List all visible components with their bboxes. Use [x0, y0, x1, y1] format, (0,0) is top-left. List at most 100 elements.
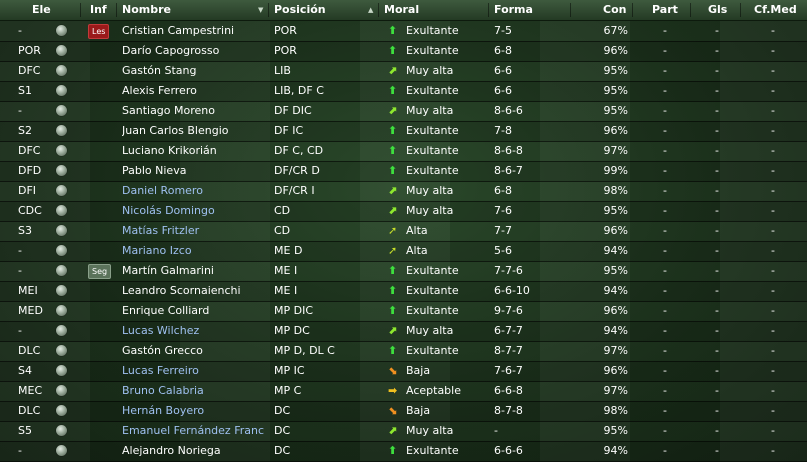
selection-toggle-icon[interactable]: [56, 385, 67, 396]
table-row[interactable]: S3 Matías Fritzler CD ➚ Alta 7-7 96% - - -: [0, 221, 807, 242]
suspension-risk-badge[interactable]: Seg: [88, 264, 112, 279]
role-cell[interactable]: -: [18, 444, 22, 457]
player-name[interactable]: Matías Fritzler: [122, 224, 200, 237]
header-ele[interactable]: Ele: [32, 3, 51, 16]
selection-toggle-icon[interactable]: [56, 265, 67, 276]
selection-toggle-icon[interactable]: [56, 205, 67, 216]
table-row[interactable]: - Santiago Moreno DF DIC ⬈ Muy alta 8-6-6 95% -…: [0, 101, 807, 122]
player-name[interactable]: Darío Capogrosso: [122, 44, 220, 57]
role-cell[interactable]: S2: [18, 124, 32, 137]
header-forma[interactable]: Forma: [494, 3, 533, 16]
selection-toggle-icon[interactable]: [56, 245, 67, 256]
role-cell[interactable]: DFD: [18, 164, 42, 177]
selection-toggle-icon[interactable]: [56, 45, 67, 56]
player-name[interactable]: Bruno Calabria: [122, 384, 204, 397]
header-part[interactable]: Part: [652, 3, 678, 16]
header-inf[interactable]: Inf: [90, 3, 107, 16]
selection-toggle-icon[interactable]: [56, 185, 67, 196]
role-cell[interactable]: MEI: [18, 284, 38, 297]
role-cell[interactable]: S5: [18, 424, 32, 437]
player-name[interactable]: Daniel Romero: [122, 184, 203, 197]
table-row[interactable]: S2 Juan Carlos Blengio DF IC ⬆ Exultante 7-8 9…: [0, 121, 807, 142]
player-name[interactable]: Hernán Boyero: [122, 404, 205, 417]
selection-toggle-icon[interactable]: [56, 165, 67, 176]
table-row[interactable]: MEC Bruno Calabria MP C ➡ Aceptable 6-6-8 97% -…: [0, 381, 807, 402]
header-nombre[interactable]: Nombre: [122, 3, 171, 16]
role-cell[interactable]: CDC: [18, 204, 42, 217]
table-row[interactable]: S4 Lucas Ferreiro MP IC ⬊ Baja 7-6-7 96% - - -: [0, 361, 807, 382]
table-row[interactable]: DFC Gastón Stang LIB ⬈ Muy alta 6-6 95% - - -: [0, 61, 807, 82]
player-name[interactable]: Alejandro Noriega: [122, 444, 221, 457]
table-row[interactable]: DLC Gastón Grecco MP D, DL C ⬆ Exultante 8-7-…: [0, 341, 807, 362]
selection-toggle-icon[interactable]: [56, 65, 67, 76]
role-cell[interactable]: DLC: [18, 404, 41, 417]
injury-badge[interactable]: Les: [88, 24, 110, 39]
player-name[interactable]: Gastón Grecco: [122, 344, 203, 357]
player-name[interactable]: Leandro Scornaienchi: [122, 284, 241, 297]
table-row[interactable]: DFD Pablo Nieva DF/CR D ⬆ Exultante 8-6-7 99% -…: [0, 161, 807, 182]
selection-toggle-icon[interactable]: [56, 305, 67, 316]
selection-toggle-icon[interactable]: [56, 145, 67, 156]
role-cell[interactable]: -: [18, 104, 22, 117]
table-row[interactable]: POR Darío Capogrosso POR ⬆ Exultante 6-8 96% - -…: [0, 41, 807, 62]
player-name[interactable]: Juan Carlos Blengio: [122, 124, 229, 137]
table-row[interactable]: DFC Luciano Krikorián DF C, CD ⬆ Exultante 8-…: [0, 141, 807, 162]
player-name[interactable]: Martín Galmarini: [122, 264, 214, 277]
player-name[interactable]: Emanuel Fernández Franco: [122, 424, 264, 437]
header-con[interactable]: Con: [603, 3, 627, 16]
header-moral[interactable]: Moral: [384, 3, 420, 16]
sort-ascending-icon[interactable]: ▲: [368, 6, 374, 14]
table-row[interactable]: MED Enrique Colliard MP DIC ⬆ Exultante 9-7-6…: [0, 301, 807, 322]
role-cell[interactable]: S4: [18, 364, 32, 377]
sort-descending-icon[interactable]: ▼: [258, 6, 264, 14]
player-name[interactable]: Pablo Nieva: [122, 164, 187, 177]
role-cell[interactable]: S1: [18, 84, 32, 97]
header-posicion[interactable]: Posición: [274, 3, 326, 16]
table-row[interactable]: S1 Alexis Ferrero LIB, DF C ⬆ Exultante 6-6 95…: [0, 81, 807, 102]
selection-toggle-icon[interactable]: [56, 325, 67, 336]
player-name[interactable]: Lucas Ferreiro: [122, 364, 199, 377]
role-cell[interactable]: -: [18, 264, 22, 277]
player-name[interactable]: Santiago Moreno: [122, 104, 215, 117]
role-cell[interactable]: DFC: [18, 144, 41, 157]
selection-toggle-icon[interactable]: [56, 225, 67, 236]
player-name[interactable]: Luciano Krikorián: [122, 144, 217, 157]
selection-toggle-icon[interactable]: [56, 285, 67, 296]
role-cell[interactable]: POR: [18, 44, 41, 57]
table-row[interactable]: CDC Nicolás Domingo CD ⬈ Muy alta 7-6 95% - - -: [0, 201, 807, 222]
table-row[interactable]: - Mariano Izco ME D ➚ Alta 5-6 94% - - -: [0, 241, 807, 262]
player-name[interactable]: Alexis Ferrero: [122, 84, 197, 97]
selection-toggle-icon[interactable]: [56, 365, 67, 376]
player-name[interactable]: Lucas Wilchez: [122, 324, 200, 337]
player-name[interactable]: Mariano Izco: [122, 244, 192, 257]
table-row[interactable]: MEI Leandro Scornaienchi ME I ⬆ Exultante 6-6…: [0, 281, 807, 302]
player-name[interactable]: Nicolás Domingo: [122, 204, 215, 217]
role-cell[interactable]: S3: [18, 224, 32, 237]
table-row[interactable]: S5 Emanuel Fernández Franco DC ⬈ Muy alta - 95…: [0, 421, 807, 442]
selection-toggle-icon[interactable]: [56, 125, 67, 136]
header-gls[interactable]: Gls: [708, 3, 728, 16]
selection-toggle-icon[interactable]: [56, 345, 67, 356]
table-row[interactable]: DFI Daniel Romero DF/CR I ⬈ Muy alta 6-8 98% - -…: [0, 181, 807, 202]
table-row[interactable]: - Alejandro Noriega DC ⬆ Exultante 6-6-6 94% - -…: [0, 441, 807, 462]
selection-toggle-icon[interactable]: [56, 445, 67, 456]
role-cell[interactable]: -: [18, 244, 22, 257]
role-cell[interactable]: DFC: [18, 64, 41, 77]
table-row[interactable]: DLC Hernán Boyero DC ⬊ Baja 8-7-8 98% - - -: [0, 401, 807, 422]
selection-toggle-icon[interactable]: [56, 85, 67, 96]
role-cell[interactable]: DFI: [18, 184, 37, 197]
role-cell[interactable]: MED: [18, 304, 43, 317]
role-cell[interactable]: MEC: [18, 384, 43, 397]
table-row[interactable]: - Lucas Wilchez MP DC ⬈ Muy alta 6-7-7 94% - - -: [0, 321, 807, 342]
table-row[interactable]: - Les Cristian Campestrini POR ⬆ Exultante 7-5…: [0, 21, 807, 42]
selection-toggle-icon[interactable]: [56, 425, 67, 436]
player-name[interactable]: Gastón Stang: [122, 64, 197, 77]
selection-toggle-icon[interactable]: [56, 405, 67, 416]
player-name[interactable]: Cristian Campestrini: [122, 24, 235, 37]
table-row[interactable]: - Seg Martín Galmarini ME I ⬆ Exultante 7-7-6 9…: [0, 261, 807, 282]
role-cell[interactable]: -: [18, 324, 22, 337]
header-cfmed[interactable]: Cf.Med: [754, 3, 797, 16]
selection-toggle-icon[interactable]: [56, 25, 67, 36]
selection-toggle-icon[interactable]: [56, 105, 67, 116]
role-cell[interactable]: DLC: [18, 344, 41, 357]
